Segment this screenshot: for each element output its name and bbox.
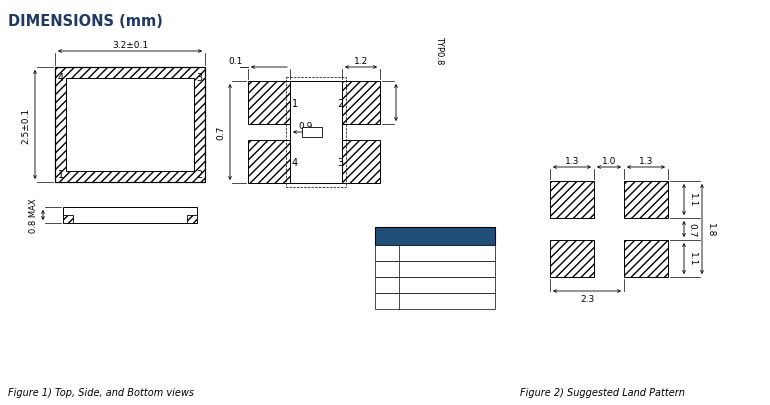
Text: 3: 3 [384, 280, 390, 290]
Text: 1.8: 1.8 [705, 222, 715, 237]
Text: 1.0: 1.0 [602, 156, 616, 165]
Bar [375, 261, 495, 277]
Bar [375, 277, 495, 293]
Text: Figure 2) Suggested Land Pattern: Figure 2) Suggested Land Pattern [520, 387, 685, 397]
Bar [248, 82, 290, 125]
Bar [248, 141, 290, 183]
Text: Pad Connections: Pad Connections [390, 231, 480, 241]
Text: In/Out: In/Out [432, 248, 462, 258]
Bar [55, 68, 205, 183]
Text: Figure 1) Top, Side, and Bottom views: Figure 1) Top, Side, and Bottom views [8, 387, 194, 397]
Text: 1: 1 [58, 170, 64, 179]
Text: 0.8 MAX: 0.8 MAX [28, 198, 38, 233]
Text: 4: 4 [58, 73, 64, 83]
Text: 1: 1 [384, 248, 390, 258]
Text: 2.5±0.1: 2.5±0.1 [22, 107, 31, 143]
Bar [286, 78, 346, 188]
Text: DIMENSIONS (mm): DIMENSIONS (mm) [8, 14, 163, 29]
Text: Gnd: Gnd [437, 264, 457, 274]
Text: 3.2±0.1: 3.2±0.1 [112, 40, 148, 49]
Bar [290, 82, 342, 183]
Text: 3: 3 [196, 73, 202, 83]
Bar [375, 228, 495, 245]
Text: 0.7: 0.7 [216, 126, 226, 140]
Bar [624, 181, 668, 218]
Bar [302, 128, 322, 138]
Text: 2: 2 [384, 264, 390, 274]
Text: 2: 2 [196, 170, 202, 179]
Bar [624, 241, 668, 277]
Text: TYP0.8: TYP0.8 [436, 36, 444, 64]
Text: 4: 4 [384, 296, 390, 306]
Text: 1.3: 1.3 [565, 156, 579, 165]
Text: Gnd: Gnd [437, 296, 457, 306]
Bar [375, 245, 495, 261]
Bar [342, 82, 380, 125]
Text: 2.3: 2.3 [580, 295, 594, 304]
Text: 1.1: 1.1 [688, 252, 697, 266]
Bar [550, 241, 594, 277]
Text: 1.1: 1.1 [688, 193, 697, 207]
Text: 0.1: 0.1 [229, 56, 243, 65]
Bar [375, 293, 495, 309]
Bar [342, 141, 380, 183]
Text: 1: 1 [292, 98, 298, 108]
Bar [55, 68, 205, 183]
Bar [187, 215, 197, 224]
Text: 2: 2 [337, 98, 343, 108]
Text: Out/In: Out/In [432, 280, 462, 290]
Bar [66, 79, 194, 172]
Text: 1.2: 1.2 [354, 56, 368, 65]
Text: 4: 4 [292, 157, 298, 167]
Bar [550, 181, 594, 218]
Text: 1.3: 1.3 [639, 156, 653, 165]
Bar [63, 215, 73, 224]
Text: 3: 3 [337, 157, 343, 167]
Text: 0.7: 0.7 [688, 222, 697, 237]
Bar [63, 207, 197, 224]
Text: 0.9: 0.9 [299, 121, 313, 130]
